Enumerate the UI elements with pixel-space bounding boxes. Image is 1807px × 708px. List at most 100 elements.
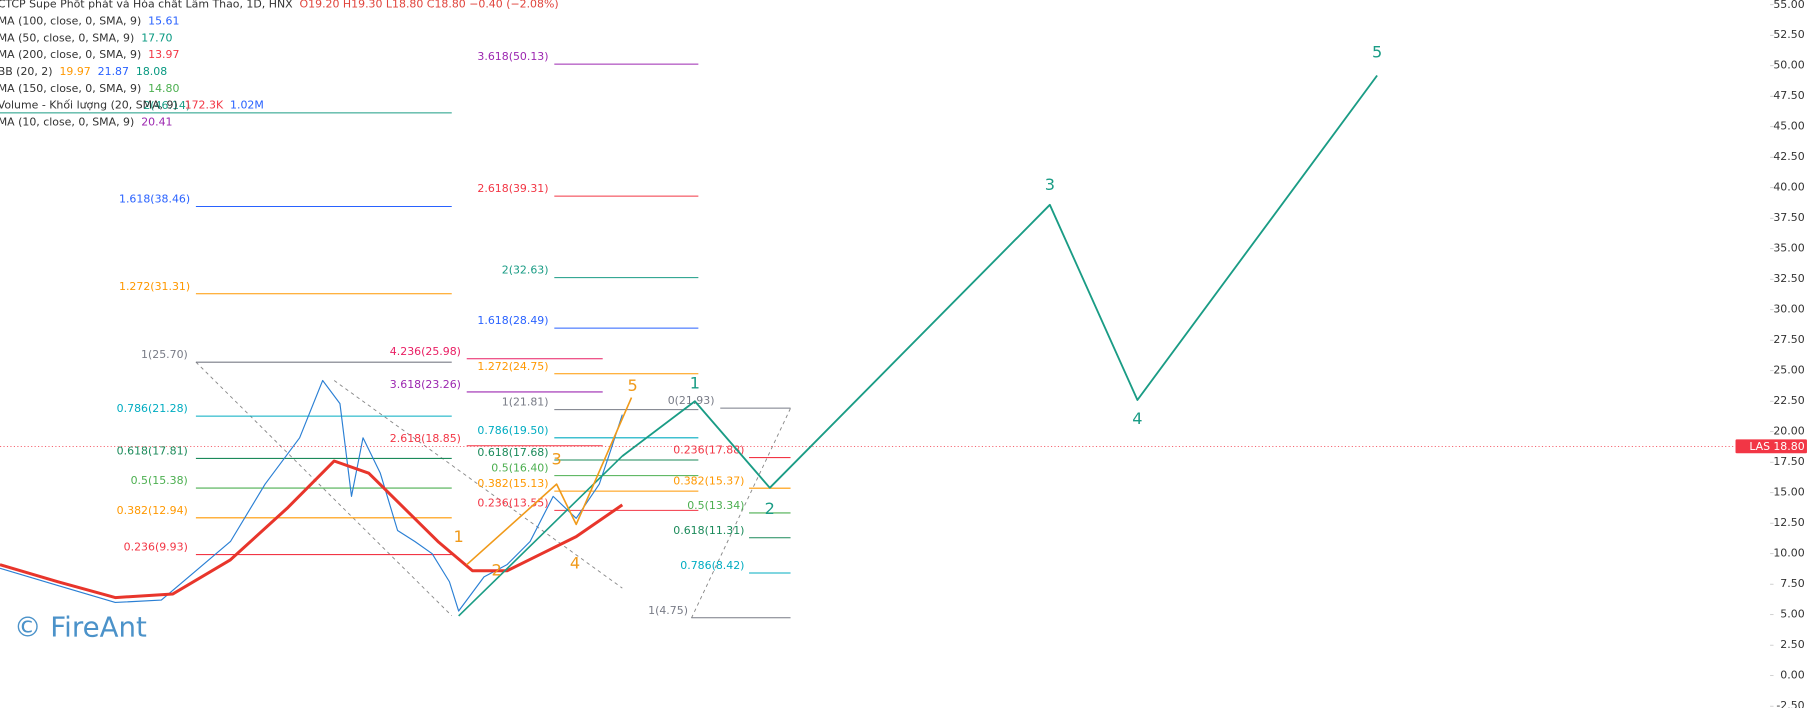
legend-label: BB (20, 2) — [0, 65, 53, 78]
legend-label: MA (150, close, 0, SMA, 9) — [0, 82, 141, 95]
legend-value: 17.70 — [141, 31, 172, 44]
wave-label: 2 — [765, 499, 775, 518]
y-tick-label: 37.50 — [1773, 211, 1804, 224]
y-tick-label: 35.00 — [1773, 242, 1804, 255]
series-line — [621, 74, 1378, 489]
legend-label: MA (50, close, 0, SMA, 9) — [0, 31, 134, 44]
y-tick-label: 10.00 — [1773, 547, 1804, 560]
wave-label: 5 — [1372, 43, 1382, 62]
legend-label: CTCP Supe Phốt phát và Hóa chất Lâm Thao… — [0, 0, 293, 11]
series-line — [466, 397, 633, 566]
fib-label: 1.618(38.46) — [119, 193, 190, 206]
fib-label: 3.618(50.13) — [477, 50, 548, 63]
legend-row: MA (150, close, 0, SMA, 9) 14.80 — [0, 82, 179, 95]
fib-label: 1(4.75) — [648, 604, 688, 617]
y-tick-label: 15.00 — [1773, 486, 1804, 499]
y-tick-label: 22.50 — [1773, 394, 1804, 407]
fib-label: 0.236(9.93) — [124, 541, 188, 554]
legend-value: 172.3K — [185, 99, 224, 112]
y-tick-label: 12.50 — [1773, 516, 1804, 529]
y-tick-label: 2.50 — [1780, 638, 1804, 651]
fib-label: 2(32.63) — [502, 264, 549, 277]
trend-line — [195, 361, 453, 617]
fib-label: 0.5(15.38) — [131, 474, 188, 487]
legend-label: MA (200, close, 0, SMA, 9) — [0, 48, 141, 61]
fib-label: 2.618(18.85) — [390, 432, 461, 445]
y-tick-label: 20.00 — [1773, 425, 1804, 438]
legend-label: MA (100, close, 0, SMA, 9) — [0, 14, 141, 27]
legend-value: 1.02M — [230, 99, 264, 112]
legend-value: 21.87 — [98, 65, 129, 78]
fib-label: 0.382(12.94) — [117, 504, 188, 517]
y-tick-label: 32.50 — [1773, 272, 1804, 285]
legend-row: MA (50, close, 0, SMA, 9) 17.70 — [0, 31, 173, 44]
fib-label: 1.618(28.49) — [477, 314, 548, 327]
fib-label: 0.618(11.31) — [673, 524, 744, 537]
legend-row: MA (10, close, 0, SMA, 9) 20.41 — [0, 115, 172, 128]
fib-label: 0.786(8.42) — [680, 559, 744, 572]
fib-label: 0.236(13.55) — [477, 496, 548, 509]
y-tick-label: 30.00 — [1773, 303, 1804, 316]
y-tick-label: 27.50 — [1773, 333, 1804, 346]
fib-label: 0.236(17.88) — [673, 444, 744, 457]
fib-label: 0(21.93) — [668, 394, 715, 407]
wave-label: 3 — [1045, 175, 1055, 194]
fib-label: 0.786(21.28) — [117, 402, 188, 415]
legend-row: CTCP Supe Phốt phát và Hóa chất Lâm Thao… — [0, 0, 559, 11]
y-tick-label: 17.50 — [1773, 455, 1804, 468]
fib-label: 0.5(13.34) — [687, 499, 744, 512]
series-line — [0, 379, 623, 612]
y-tick-label: -2.50 — [1776, 699, 1804, 708]
y-tick-label: 7.50 — [1780, 577, 1804, 590]
fib-label: 0.618(17.81) — [117, 445, 188, 458]
legend-value: O19.20 H19.30 L18.80 C18.80 −0.40 (−2.08… — [300, 0, 559, 11]
fib-label: 2(46.14) — [143, 99, 190, 112]
legend: CTCP Supe Phốt phát và Hóa chất Lâm Thao… — [0, 0, 559, 128]
fib-label: 1.272(24.75) — [477, 360, 548, 373]
wave-label: 2 — [492, 560, 502, 579]
legend-row: Volume - Khối lượng (20, SMA, 9) 172.3K 1.… — [0, 99, 264, 112]
fib-label: 1.272(31.31) — [119, 280, 190, 293]
wave-label: 3 — [551, 450, 561, 469]
y-tick-label: 50.00 — [1773, 59, 1804, 72]
legend-label: MA (10, close, 0, SMA, 9) — [0, 115, 134, 128]
y-tick-label: 5.00 — [1780, 608, 1804, 621]
y-tick-label: 0.00 — [1780, 669, 1804, 682]
y-tick-label: 25.00 — [1773, 364, 1804, 377]
legend-value: 15.61 — [148, 14, 179, 27]
last-price-badge — [1735, 439, 1807, 454]
series-line — [0, 459, 624, 600]
y-tick-label: 45.00 — [1773, 120, 1804, 133]
fib-label: 0.5(16.40) — [491, 462, 548, 475]
legend-value: 13.97 — [148, 48, 179, 61]
y-tick-label: 52.50 — [1773, 28, 1804, 41]
fib-label: 1(21.81) — [502, 396, 549, 409]
y-tick-label: 42.50 — [1773, 150, 1804, 163]
wave-label: 4 — [1132, 409, 1142, 428]
fib-label: 3.618(23.26) — [390, 378, 461, 391]
y-tick-label: 47.50 — [1773, 89, 1804, 102]
legend-label: Volume - Khối lượng (20, SMA, 9) — [0, 99, 178, 112]
wave-label: 1 — [690, 373, 700, 392]
watermark: © FireAnt — [14, 610, 147, 643]
wave-label: 5 — [628, 376, 638, 395]
fib-label: 0.618(17.68) — [477, 446, 548, 459]
legend-row: MA (200, close, 0, SMA, 9) 13.97 — [0, 48, 179, 61]
wave-label: 4 — [570, 553, 580, 572]
legend-row: MA (100, close, 0, SMA, 9) 15.61 — [0, 14, 179, 27]
fib-label: 0.382(15.13) — [477, 477, 548, 490]
y-tick-label: 40.00 — [1773, 181, 1804, 194]
fib-label: 0.382(15.37) — [673, 474, 744, 487]
wave-label: 1 — [454, 527, 464, 546]
fib-label: 1(25.70) — [141, 348, 188, 361]
fib-label: 0.786(19.50) — [477, 424, 548, 437]
last-price-name: LAS — [1749, 440, 1770, 453]
y-tick-label: 55.00 — [1773, 0, 1804, 11]
legend-value: 18.08 — [136, 65, 167, 78]
legend-value: 20.41 — [141, 115, 172, 128]
legend-row: BB (20, 2) 19.97 21.87 18.08 — [0, 65, 167, 78]
fib-label: 4.236(25.98) — [390, 345, 461, 358]
